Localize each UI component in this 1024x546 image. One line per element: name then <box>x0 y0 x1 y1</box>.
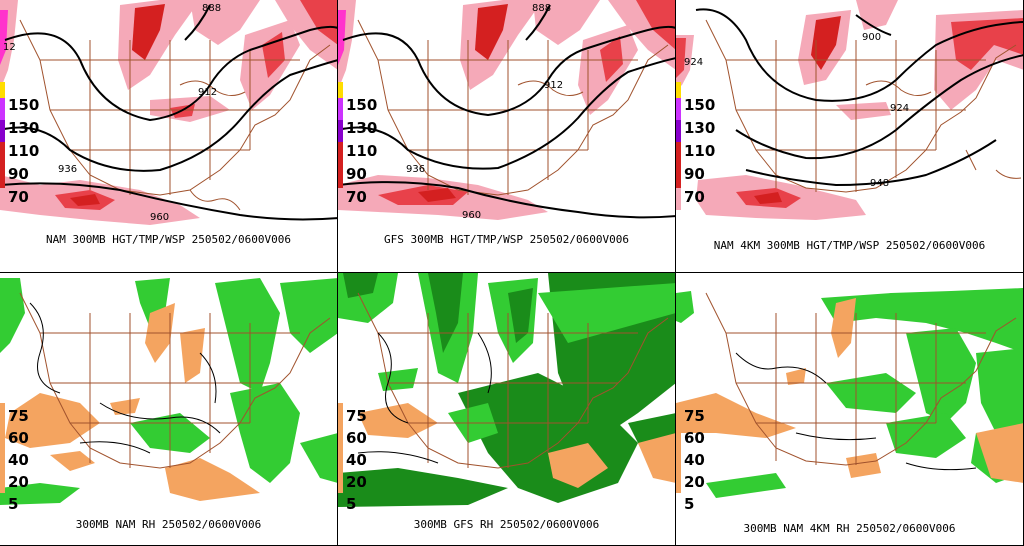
map-boundaries <box>357 292 669 469</box>
humidity-shading <box>338 273 675 507</box>
panel-nam-hgt: 888 912 936 960 12 150 130 110 90 70 NAM… <box>0 0 338 273</box>
legend-label: 70 <box>8 188 29 206</box>
legend-label: 60 <box>8 429 29 447</box>
humidity-contours <box>357 332 492 464</box>
legend-label: 130 <box>8 119 40 137</box>
humidity-contours <box>735 352 977 471</box>
humidity-shading <box>676 288 1023 498</box>
contour-label-960: 960 <box>462 210 481 221</box>
contour-label-936: 936 <box>406 164 425 175</box>
legend-label: 110 <box>8 142 40 160</box>
humidity-shading <box>0 278 337 505</box>
legend-label: 20 <box>346 473 367 491</box>
height-contours <box>695 8 1023 187</box>
legend-label: 60 <box>684 429 705 447</box>
panel-gfs-hgt: 888 912 936 960 150 130 110 90 70 GFS 30… <box>338 0 676 273</box>
contour-label-912: 912 <box>198 87 217 98</box>
legend-label: 75 <box>684 407 705 425</box>
legend-label: 5 <box>346 495 357 513</box>
legend-label: 70 <box>684 188 705 206</box>
legend-label: 5 <box>8 495 19 513</box>
legend-label: 150 <box>684 96 716 114</box>
panel-caption: NAM 4KM 300MB HGT/TMP/WSP 250502/0600V00… <box>676 239 1023 252</box>
map-boundaries <box>19 19 331 211</box>
contour-label-936: 936 <box>58 164 77 175</box>
legend-label: 75 <box>346 407 367 425</box>
legend-label: 40 <box>684 451 705 469</box>
contour-label-912: 912 <box>544 80 563 91</box>
legend-label: 90 <box>684 165 705 183</box>
legend-label: 70 <box>346 188 367 206</box>
panel-nam-rh: 75 60 40 20 5 300MB NAM RH 250502/0600V0… <box>0 273 338 546</box>
legend-label: 110 <box>346 142 378 160</box>
legend-label: 60 <box>346 429 367 447</box>
contour-label-924-east: 924 <box>890 103 909 114</box>
contour-label-12: 12 <box>3 42 16 53</box>
panel-caption: 300MB NAM RH 250502/0600V006 <box>0 518 337 531</box>
height-contours <box>338 4 675 219</box>
height-contours <box>0 4 337 221</box>
map-boundaries <box>357 19 669 196</box>
humidity-contours <box>29 302 221 454</box>
panel-caption: 300MB GFS RH 250502/0600V006 <box>338 518 675 531</box>
legend-label: 150 <box>8 96 40 114</box>
panel-caption: 300MB NAM 4KM RH 250502/0600V006 <box>676 522 1023 535</box>
panel-caption: GFS 300MB HGT/TMP/WSP 250502/0600V006 <box>338 233 675 246</box>
map-nam4km-rh <box>676 273 1023 509</box>
panel-nam4km-rh: 75 60 40 20 5 300MB NAM 4KM RH 250502/06… <box>676 273 1024 546</box>
legend-label: 75 <box>8 407 29 425</box>
contour-label-888: 888 <box>532 3 551 14</box>
map-gfs-hgt: 888 912 936 960 <box>338 0 675 232</box>
contour-label-888: 888 <box>202 3 221 14</box>
legend-label: 40 <box>8 451 29 469</box>
contour-label-900: 900 <box>862 32 881 43</box>
map-nam4km-hgt: 900 924 948 924 <box>676 0 1023 232</box>
map-nam-hgt: 888 912 936 960 12 <box>0 0 337 232</box>
panel-caption: NAM 300MB HGT/TMP/WSP 250502/0600V006 <box>0 233 337 246</box>
map-nam-rh <box>0 273 337 509</box>
panel-gfs-rh: 75 60 40 20 5 300MB GFS RH 250502/0600V0… <box>338 273 676 546</box>
contour-label-948: 948 <box>870 178 889 189</box>
legend-label: 40 <box>346 451 367 469</box>
legend-label: 150 <box>346 96 378 114</box>
panel-nam4km-hgt: 900 924 948 924 150 130 110 90 70 NAM 4K… <box>676 0 1024 273</box>
legend-label: 130 <box>346 119 378 137</box>
contour-label-924: 924 <box>684 57 703 68</box>
legend-label: 90 <box>8 165 29 183</box>
map-boundaries <box>705 292 1017 466</box>
legend-label: 20 <box>8 473 29 491</box>
legend-label: 130 <box>684 119 716 137</box>
map-boundaries <box>705 19 1022 193</box>
contour-label-960: 960 <box>150 212 169 223</box>
legend-label: 90 <box>346 165 367 183</box>
legend-label: 5 <box>684 495 695 513</box>
legend-label: 20 <box>684 473 705 491</box>
legend-label: 110 <box>684 142 716 160</box>
map-gfs-rh <box>338 273 675 509</box>
map-boundaries <box>19 292 331 469</box>
